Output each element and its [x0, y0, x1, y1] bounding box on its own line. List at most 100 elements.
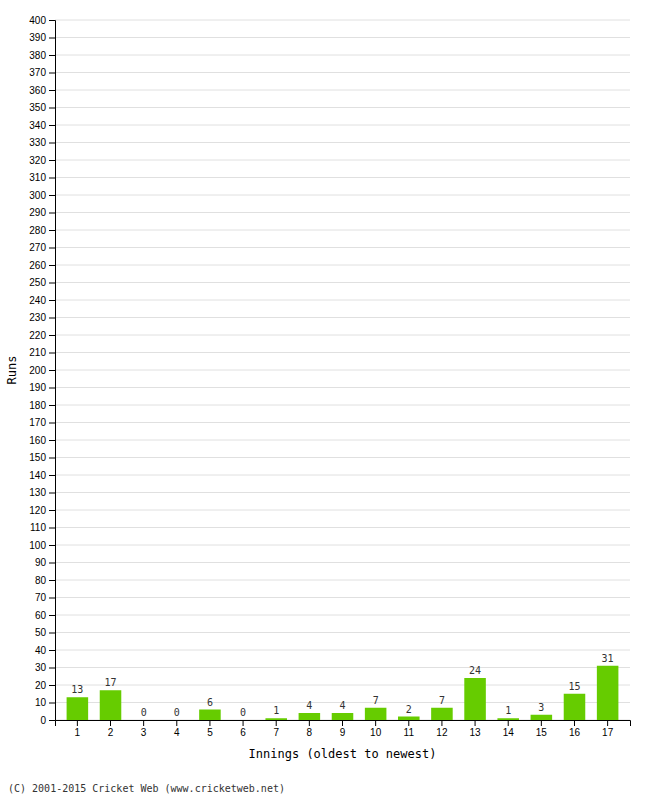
y-tick-mark: [49, 633, 55, 634]
y-tick: 300: [29, 190, 55, 201]
grid-line: [55, 247, 630, 248]
x-tick: 6: [240, 720, 246, 738]
bar: [133, 720, 155, 721]
x-axis: 1234567891011121314151617: [56, 720, 631, 738]
x-tick-label: 1: [75, 727, 81, 738]
y-tick: 280: [29, 225, 55, 236]
grid-line: [55, 177, 630, 178]
y-tick-label: 260: [29, 260, 46, 271]
grid-line: [55, 20, 630, 21]
y-tick-label: 20: [35, 680, 47, 691]
x-tick-label: 4: [174, 727, 180, 738]
y-tick-label: 240: [29, 295, 46, 306]
x-tick-label: 13: [470, 727, 482, 738]
y-tick: 220: [29, 330, 55, 341]
y-tick: 170: [29, 417, 55, 428]
y-tick-label: 0: [40, 715, 46, 726]
grid: [55, 20, 630, 720]
y-tick-mark: [49, 335, 55, 336]
y-tick: 100: [29, 540, 55, 551]
y-tick-label: 150: [29, 452, 46, 463]
y-tick: 40: [35, 645, 55, 656]
y-tick-mark: [49, 20, 55, 21]
y-tick: 80: [35, 575, 55, 586]
data-label: 6: [207, 697, 213, 708]
y-axis-title: Runs: [5, 356, 19, 385]
y-tick: 210: [29, 347, 55, 358]
y-tick: 320: [29, 155, 55, 166]
y-tick-mark: [49, 353, 55, 354]
x-tick-label: 8: [307, 727, 313, 738]
grid-line: [55, 422, 630, 423]
grid-line: [55, 72, 630, 73]
y-tick-mark: [49, 440, 55, 441]
bar: [332, 713, 354, 720]
y-tick-mark: [49, 615, 55, 616]
x-tick: 5: [207, 720, 213, 738]
grid-line: [55, 265, 630, 266]
data-label: 7: [439, 695, 445, 706]
y-tick: 60: [35, 610, 55, 621]
grid-line: [55, 352, 630, 353]
y-tick-label: 100: [29, 540, 46, 551]
y-tick-mark: [49, 195, 55, 196]
y-tick-label: 320: [29, 155, 46, 166]
x-tick-mark: [276, 720, 277, 726]
x-tick-label: 11: [404, 727, 415, 738]
x-axis-line: [56, 721, 631, 727]
bar: [464, 678, 486, 720]
x-tick-mark: [541, 720, 542, 726]
bar: [365, 708, 387, 720]
y-tick: 310: [29, 172, 55, 183]
x-tick-label: 6: [240, 727, 246, 738]
y-tick: 260: [29, 260, 55, 271]
y-axis: 0102030405060708090100110120130140150160…: [29, 15, 55, 726]
bar: [166, 720, 188, 721]
x-tick-label: 14: [503, 727, 515, 738]
y-tick-label: 270: [29, 242, 46, 253]
grid-line: [55, 195, 630, 196]
grid-line: [55, 405, 630, 406]
x-tick-mark: [508, 720, 509, 726]
plot: 1317006014472724131531123456789101112131…: [29, 15, 630, 738]
bar: [398, 717, 420, 721]
x-tick-mark: [209, 720, 210, 726]
data-label: 7: [373, 695, 379, 706]
data-label: 3: [538, 702, 544, 713]
x-tick-mark: [243, 720, 244, 726]
x-tick: 17: [602, 720, 614, 738]
y-tick-label: 40: [35, 645, 47, 656]
x-tick: 13: [470, 720, 482, 738]
x-tick: 10: [370, 720, 382, 738]
chart: 1317006014472724131531123456789101112131…: [0, 0, 650, 800]
data-labels: 1317006014472724131531: [71, 653, 613, 718]
x-tick-mark: [408, 720, 409, 726]
y-tick-mark: [49, 475, 55, 476]
x-tick: 15: [536, 720, 548, 738]
y-tick-mark: [49, 563, 55, 564]
x-tick-label: 15: [536, 727, 548, 738]
y-tick-label: 60: [35, 610, 47, 621]
y-tick: 230: [29, 312, 55, 323]
data-label: 17: [104, 677, 116, 688]
y-tick-mark: [49, 283, 55, 284]
x-tick-mark: [574, 720, 575, 726]
y-tick-mark: [49, 458, 55, 459]
y-tick-mark: [49, 248, 55, 249]
x-tick-label: 3: [141, 727, 147, 738]
grid-line: [55, 475, 630, 476]
y-tick: 240: [29, 295, 55, 306]
y-tick-label: 280: [29, 225, 46, 236]
y-tick-mark: [49, 265, 55, 266]
data-label: 31: [602, 653, 614, 664]
y-tick: 160: [29, 435, 55, 446]
grid-line: [55, 317, 630, 318]
data-label: 15: [568, 681, 580, 692]
y-tick: 290: [29, 207, 55, 218]
y-tick-mark: [49, 493, 55, 494]
y-tick-mark: [49, 388, 55, 389]
y-tick-label: 90: [35, 557, 47, 568]
y-tick-label: 310: [29, 172, 46, 183]
grid-line: [55, 615, 630, 616]
x-tick: 7: [273, 720, 279, 738]
